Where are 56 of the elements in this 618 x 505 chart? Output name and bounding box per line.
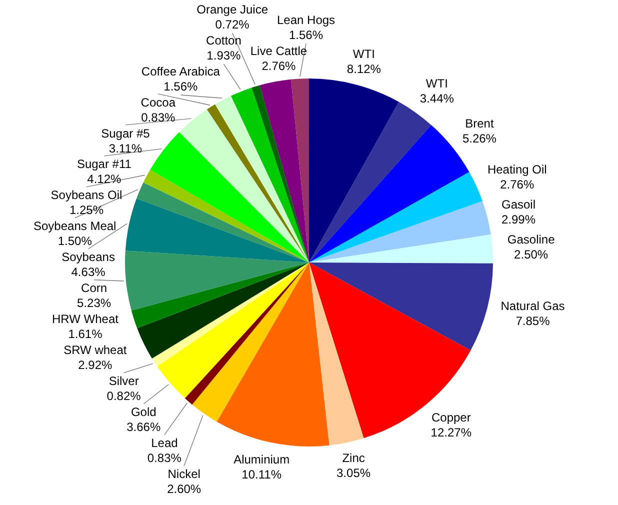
data-label: 0.82% [106, 389, 142, 404]
data-label: 0.72% [215, 17, 250, 32]
slice-label: Natural Gas [500, 299, 565, 314]
data-label: 2.60% [167, 482, 202, 496]
slice-label: SRW wheat [64, 343, 128, 358]
data-label: 5.26% [462, 132, 497, 146]
slice-label: Heating Oil [487, 162, 547, 176]
data-label: 2.99% [501, 212, 536, 227]
slice-label: Live Cattle [250, 44, 308, 58]
slice-label: Orange Juice [196, 2, 268, 16]
slice-label: WTI [352, 47, 375, 62]
slice-label: Zinc [342, 450, 365, 465]
data-label: 2.50% [514, 248, 548, 262]
data-label: 2.76% [262, 58, 296, 73]
data-label: 2.76% [500, 177, 534, 192]
data-label: 8.12% [346, 62, 382, 76]
slice-label: Soybeans [62, 250, 115, 264]
data-label: 1.93% [206, 48, 242, 62]
slice-label: Sugar #11 [76, 157, 132, 172]
data-label: 12.27% [430, 425, 472, 440]
data-label: 4.12% [87, 172, 122, 186]
slice-label: Brent [465, 116, 494, 131]
slice-label: Soybeans Oil [50, 188, 122, 202]
slice-label: Gasoline [507, 232, 556, 247]
slice-label: Sugar #5 [101, 126, 150, 140]
data-label: 3.11% [108, 141, 142, 156]
slice-label: Lead [151, 436, 178, 450]
data-label: 0.83% [147, 451, 182, 466]
data-label: 1.50% [58, 234, 92, 248]
slice-label: Gasoil [501, 198, 536, 212]
slice-label: Soybeans Meal [33, 219, 116, 234]
data-label: 2.92% [78, 358, 112, 372]
slice-label: Gold [130, 405, 156, 420]
data-label: 4.63% [71, 265, 106, 280]
data-label: 10.11% [242, 467, 282, 482]
slice-label: WTI [426, 76, 448, 90]
slice-label: Cocoa [140, 95, 176, 110]
slice-label: Nickel [168, 467, 200, 482]
data-label: 1.56% [164, 79, 198, 94]
slice-label: Coffee Arabica [141, 64, 220, 78]
data-label: 3.44% [420, 91, 454, 106]
slice-label: Cotton [206, 33, 242, 48]
slice-label: Copper [431, 410, 471, 424]
data-label: 7.85% [516, 314, 550, 328]
slice-label: Corn [81, 281, 108, 296]
slice-label: Lean Hogs [276, 12, 336, 27]
data-label: 3.66% [126, 420, 161, 434]
data-label: 0.83% [141, 110, 176, 124]
data-label: 1.25% [69, 203, 104, 218]
slice-label: Silver [108, 374, 139, 388]
slice-label: HRW Wheat [52, 312, 120, 326]
data-label: 1.61% [68, 327, 103, 342]
data-label: 1.56% [288, 28, 324, 42]
slice-label: Aluminium [234, 452, 290, 466]
data-label: 3.05% [336, 466, 371, 480]
data-label: 5.23% [77, 296, 112, 310]
